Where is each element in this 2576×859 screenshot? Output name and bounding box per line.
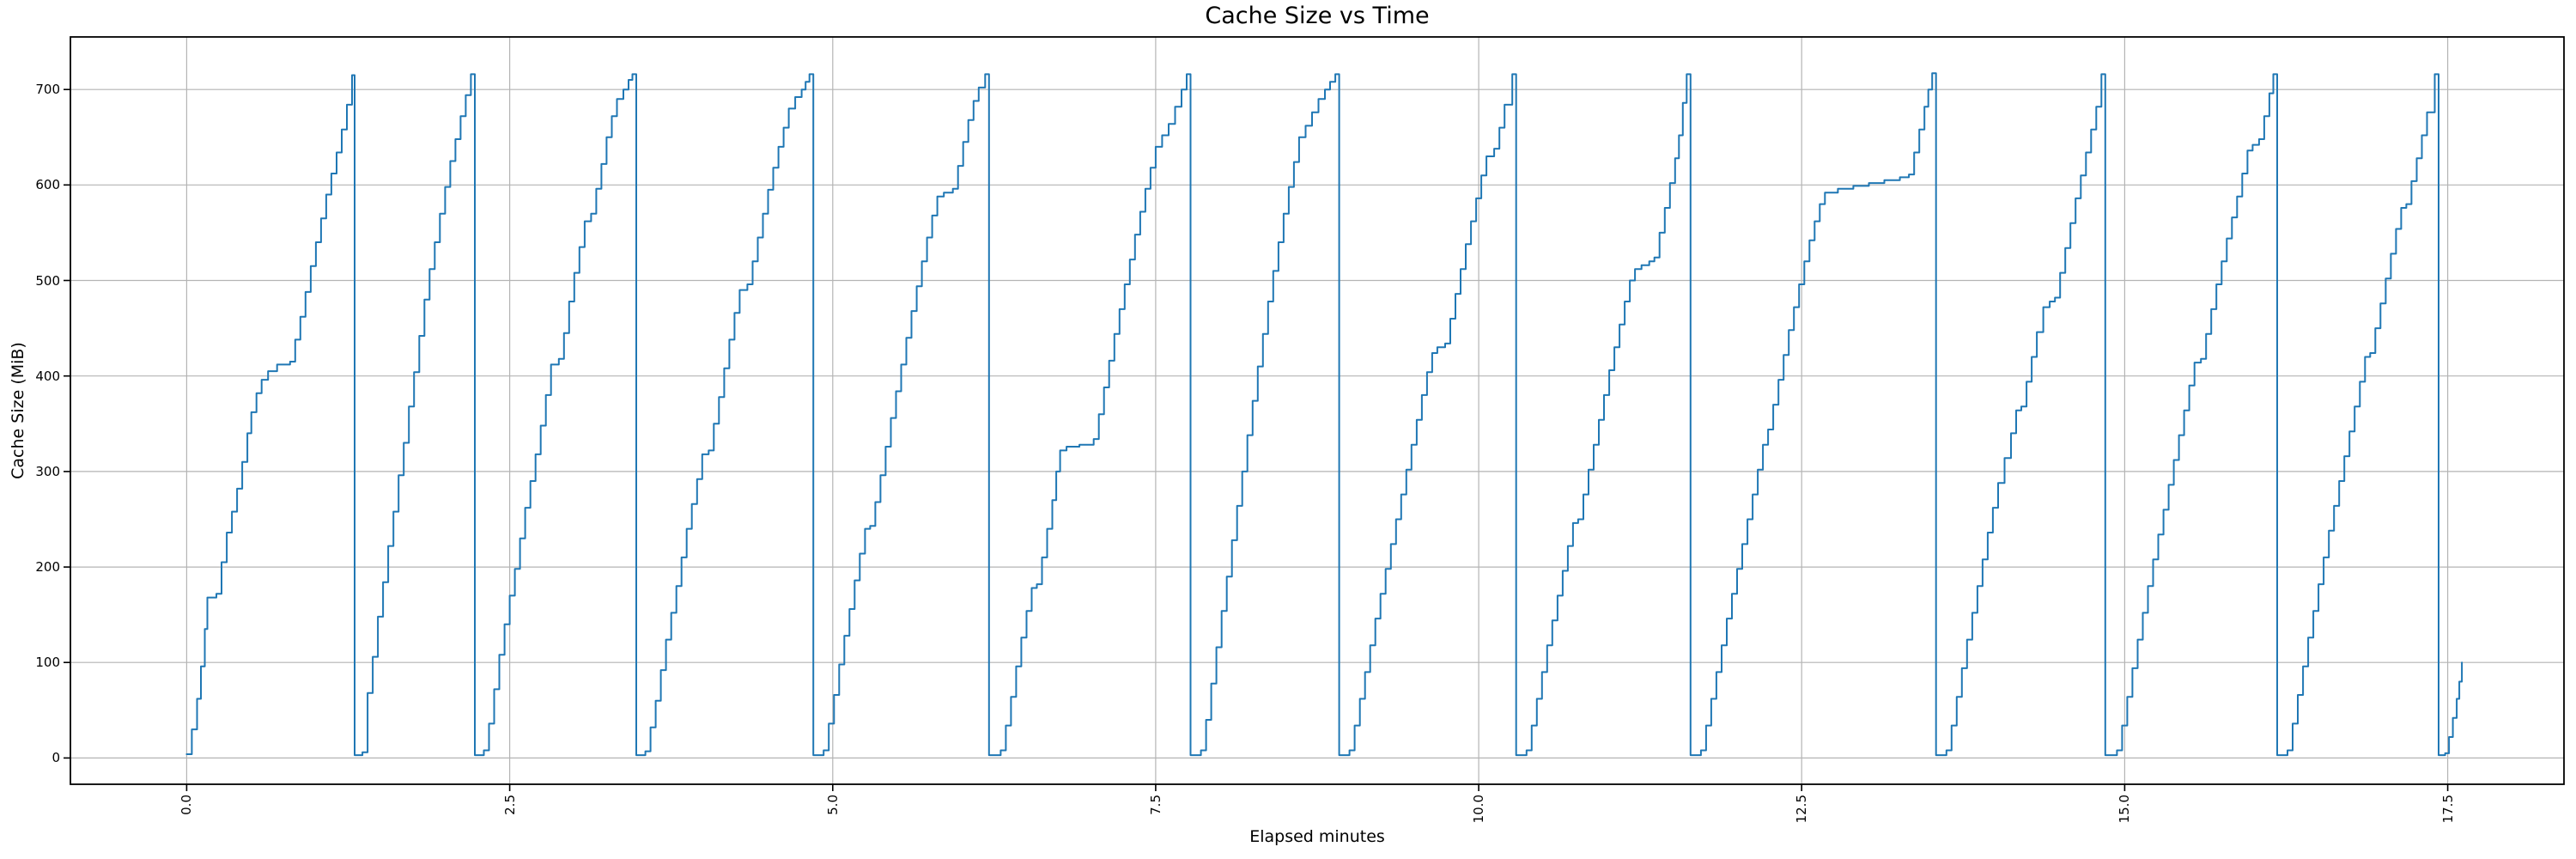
x-tick-label-12.5: 12.5 xyxy=(1794,795,1810,824)
x-tick-label-2.5: 2.5 xyxy=(501,795,518,815)
y-tick-label-300: 300 xyxy=(35,463,60,479)
y-tick-label-200: 200 xyxy=(35,559,60,576)
y-tick-label-500: 500 xyxy=(35,272,60,289)
x-tick-label-15.0: 15.0 xyxy=(2117,795,2133,824)
y-tick-label-400: 400 xyxy=(35,368,60,384)
x-tick-label-0.0: 0.0 xyxy=(179,795,195,815)
x-tick-label-5.0: 5.0 xyxy=(824,795,841,815)
x-tick-label-17.5: 17.5 xyxy=(2439,795,2456,824)
axes-spines xyxy=(70,36,2565,785)
y-tick-label-0: 0 xyxy=(52,750,60,766)
x-axis-label: Elapsed minutes xyxy=(1249,827,1385,846)
y-tick-label-600: 600 xyxy=(35,177,60,193)
series-line-cache-size xyxy=(185,72,2464,757)
y-tick-label-100: 100 xyxy=(35,655,60,671)
chart-title: Cache Size vs Time xyxy=(1205,3,1430,29)
x-tick-label-10.0: 10.0 xyxy=(1471,795,1487,824)
y-tick-label-700: 700 xyxy=(35,82,60,98)
x-tick-label-7.5: 7.5 xyxy=(1147,795,1163,815)
